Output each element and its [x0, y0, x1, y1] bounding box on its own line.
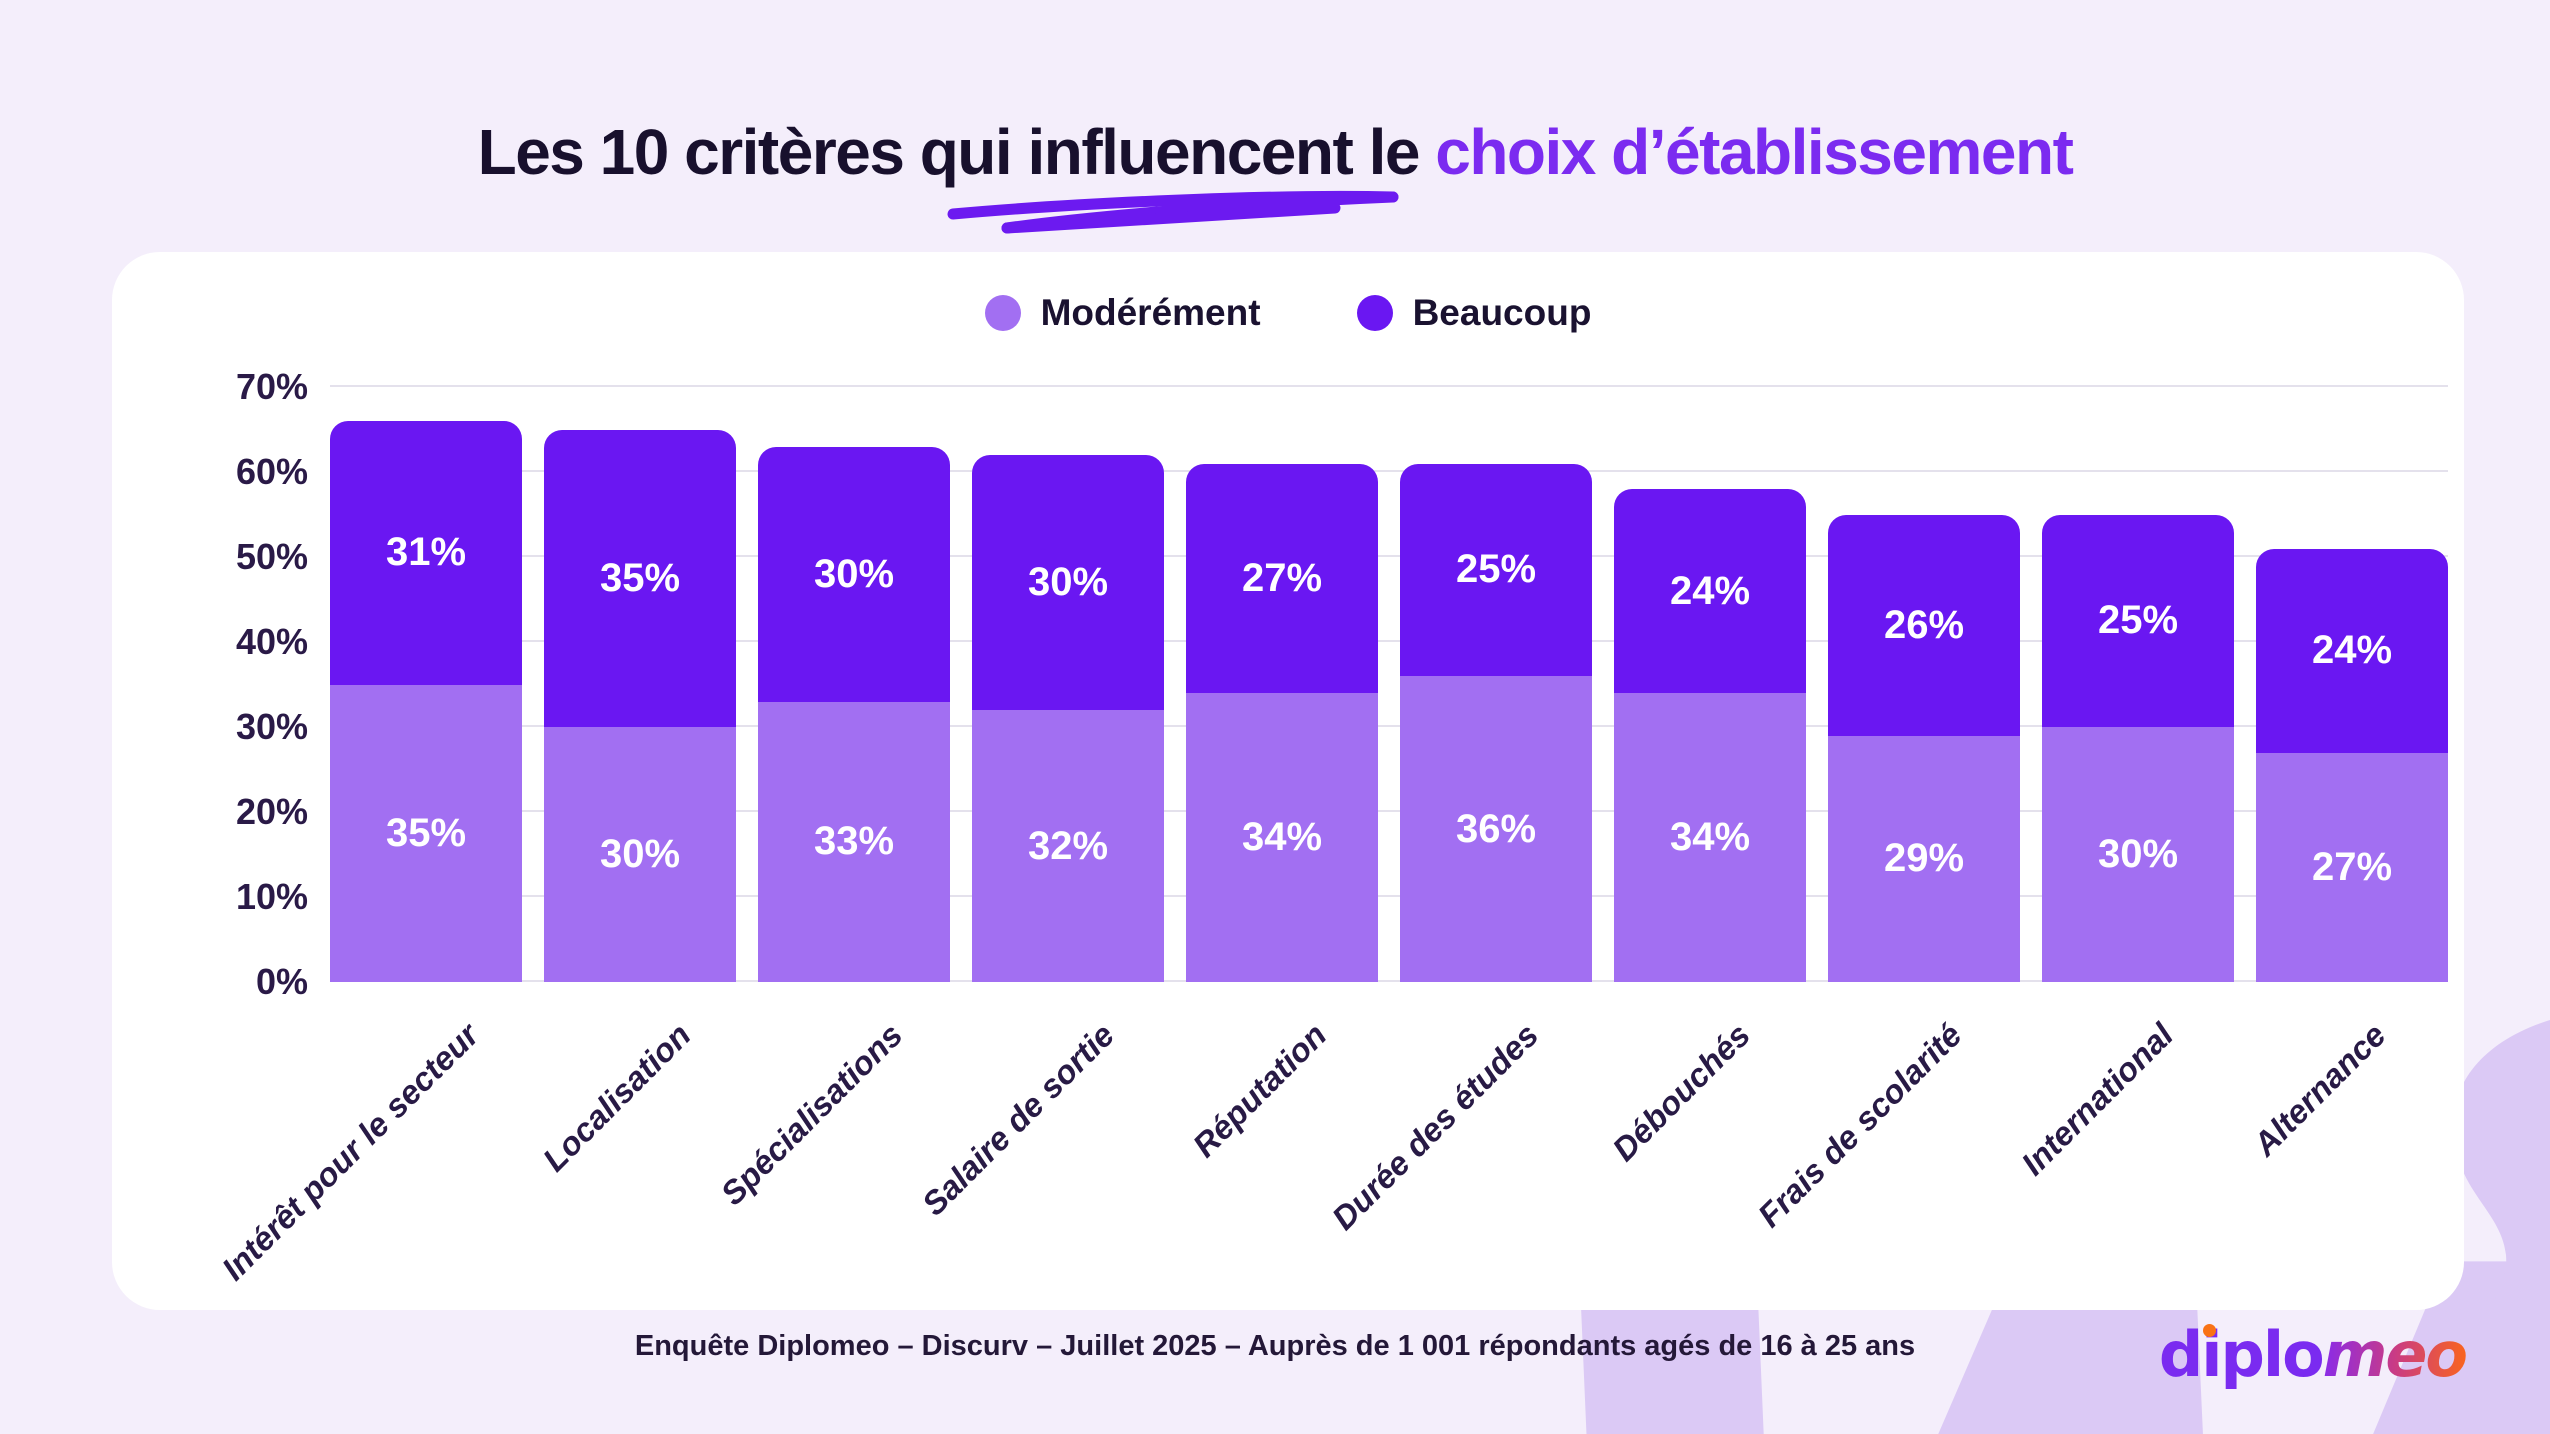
gridline — [330, 895, 2448, 897]
bar-value-label: 25% — [1455, 547, 1537, 592]
bar-value-label: 35% — [385, 810, 467, 855]
bar-column: 30% 33% — [758, 446, 950, 982]
y-axis-tick: 60% — [235, 451, 308, 492]
y-axis-tick: 0% — [255, 961, 308, 1002]
legend-dot-icon — [1356, 295, 1393, 331]
bar-segment-moderement: 33% — [758, 701, 950, 982]
bar-segment-moderement: 36% — [1400, 676, 1592, 982]
bar-column: 31% 35% — [330, 421, 522, 982]
gridline — [330, 470, 2448, 472]
bars-container: 31% 35% 35% 30% 30% 33% 30% 32% 27% 34% 25% 36% 24% 3… — [330, 387, 2448, 982]
bar-value-label: 33% — [813, 819, 895, 864]
bar-segment-beaucoup: 35% — [544, 429, 736, 727]
y-axis-tick: 40% — [235, 621, 308, 662]
gridline — [330, 810, 2448, 812]
title-underline-scribble — [947, 190, 1399, 234]
x-axis-label: Durée des études — [1324, 1016, 1546, 1237]
x-axis: Intérêt pour le secteur Localisation Spéci… — [215, 1016, 2448, 1336]
logo-i-dot — [2202, 1324, 2216, 1337]
bar-column: 25% 36% — [1400, 463, 1592, 982]
bar-segment-beaucoup: 31% — [330, 421, 522, 685]
diplomeo-logo: diplomeo — [2158, 1318, 2468, 1391]
bar-value-label: 25% — [2097, 598, 2179, 643]
y-axis: 0% 10% 20% 30% 40% 50% 60% 70% — [0, 369, 308, 1000]
y-axis-tick: 50% — [235, 536, 308, 577]
bar-segment-beaucoup: 24% — [1614, 489, 1806, 693]
legend-item: Modérément — [984, 292, 1261, 334]
bar-value-label: 27% — [2311, 844, 2393, 889]
bar-segment-beaucoup: 25% — [1400, 463, 1592, 676]
bar-segment-moderement: 29% — [1828, 735, 2020, 982]
legend-dot-icon — [984, 295, 1021, 331]
gridline — [330, 555, 2448, 557]
bar-column: 26% 29% — [1828, 514, 2020, 982]
x-axis-label: International — [2014, 1016, 2181, 1183]
x-axis-label: Spécialisations — [713, 1016, 910, 1213]
x-axis-label: Frais de scolarité — [1750, 1016, 1969, 1235]
bar-value-label: 34% — [1241, 815, 1323, 859]
bar-value-label: 30% — [813, 551, 895, 596]
title-purple-part: choix d’établissement — [1435, 115, 2074, 188]
bar-column: 24% 27% — [2256, 548, 2448, 982]
bar-value-label: 24% — [1669, 568, 1751, 613]
x-axis-label: Alternance — [2245, 1016, 2393, 1163]
bar-segment-beaucoup: 26% — [1828, 514, 2020, 736]
x-axis-label: Localisation — [535, 1016, 698, 1179]
bar-segment-moderement: 32% — [972, 710, 1164, 982]
bar-value-label: 30% — [1027, 560, 1109, 604]
bar-column: 24% 34% — [1614, 489, 1806, 982]
bar-segment-moderement: 27% — [2256, 752, 2448, 982]
y-axis-tick: 30% — [235, 706, 308, 747]
x-axis-label: Salaire de sortie — [915, 1016, 1122, 1223]
bar-segment-beaucoup: 25% — [2042, 514, 2234, 727]
bar-segment-beaucoup: 30% — [758, 446, 950, 702]
gridline — [330, 385, 2448, 387]
bar-value-label: 34% — [1669, 815, 1751, 859]
legend-label: Beaucoup — [1412, 292, 1592, 333]
bar-value-label: 35% — [599, 555, 681, 600]
bar-column: 35% 30% — [544, 429, 736, 982]
source-caption: Enquête Diplomeo – Discurv – Juillet 202… — [634, 1330, 1916, 1362]
gridline — [330, 640, 2448, 642]
bar-value-label: 32% — [1027, 823, 1109, 868]
title-dark-part: Les 10 critères qui influencent le — [477, 115, 1436, 188]
y-axis-tick: 20% — [235, 791, 308, 832]
bar-segment-beaucoup: 24% — [2256, 548, 2448, 753]
bar-value-label: 30% — [2097, 832, 2179, 876]
bar-value-label: 26% — [1883, 602, 1965, 647]
bar-segment-moderement: 34% — [1614, 693, 1806, 982]
bar-value-label: 24% — [2311, 628, 2393, 672]
bar-value-label: 30% — [599, 832, 681, 876]
gridline — [330, 980, 2448, 982]
watermark-swoosh — [2449, 1020, 2550, 1434]
bar-segment-beaucoup: 27% — [1186, 463, 1378, 693]
bar-column: 30% 32% — [972, 455, 1164, 982]
bar-segment-moderement: 34% — [1186, 693, 1378, 982]
bar-segment-beaucoup: 30% — [972, 455, 1164, 710]
gridline — [330, 725, 2448, 727]
legend-label: Modérément — [1040, 292, 1261, 333]
plot-area: 31% 35% 35% 30% 30% 33% 30% 32% 27% 34% 25% 36% 24% 3… — [330, 385, 2448, 982]
bar-value-label: 31% — [385, 530, 467, 575]
bar-column: 25% 30% — [2042, 514, 2234, 982]
y-axis-tick: 70% — [235, 366, 308, 407]
page-title: Les 10 critères qui influencent le choix… — [0, 115, 2550, 189]
bar-value-label: 27% — [1241, 555, 1323, 600]
logo-text-meo: meo — [2322, 1318, 2468, 1391]
bar-value-label: 36% — [1455, 806, 1537, 851]
bar-value-label: 29% — [1883, 836, 1965, 881]
logo-text-diplo: diplo — [2158, 1318, 2325, 1391]
bar-segment-moderement: 30% — [2042, 727, 2234, 982]
bar-segment-moderement: 30% — [544, 727, 736, 982]
x-axis-label: Réputation — [1185, 1016, 1334, 1165]
bar-segment-moderement: 35% — [330, 684, 522, 982]
chart-legend: Modérément Beaucoup — [112, 292, 2464, 334]
bar-column: 27% 34% — [1186, 463, 1378, 982]
x-axis-label: Débouchés — [1604, 1016, 1757, 1168]
legend-item: Beaucoup — [1356, 292, 1592, 334]
y-axis-tick: 10% — [235, 876, 308, 917]
